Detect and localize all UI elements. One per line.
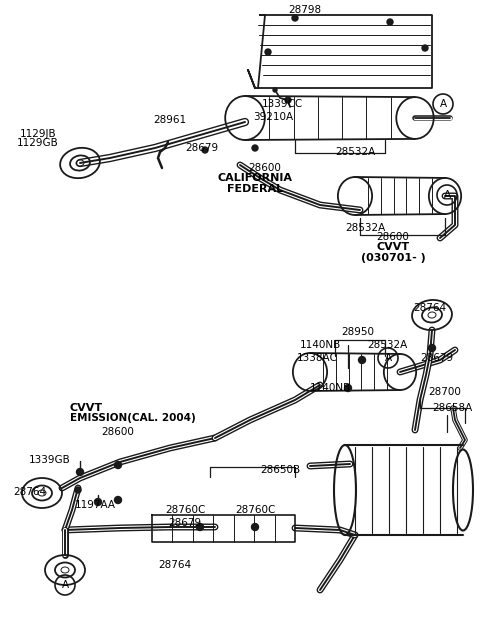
Circle shape	[273, 88, 277, 92]
Polygon shape	[340, 445, 468, 535]
Circle shape	[196, 523, 204, 530]
Text: CVVT: CVVT	[70, 403, 103, 413]
Text: 1129JB: 1129JB	[20, 129, 56, 139]
Text: 28679: 28679	[168, 518, 202, 528]
Text: 28760C: 28760C	[165, 505, 205, 515]
Circle shape	[345, 384, 351, 391]
Text: CALIFORNIA: CALIFORNIA	[217, 173, 292, 183]
Circle shape	[76, 469, 84, 476]
Text: (030701- ): (030701- )	[360, 253, 425, 263]
Text: 39210A: 39210A	[253, 112, 293, 122]
Text: EMISSION(CAL. 2004): EMISSION(CAL. 2004)	[70, 413, 196, 423]
Circle shape	[292, 15, 298, 21]
Circle shape	[387, 19, 393, 25]
Text: 28679: 28679	[185, 143, 218, 153]
Circle shape	[252, 145, 258, 151]
Text: 28532A: 28532A	[345, 223, 385, 233]
Circle shape	[75, 487, 81, 493]
Circle shape	[95, 499, 101, 506]
Circle shape	[202, 147, 208, 153]
Circle shape	[359, 357, 365, 364]
Circle shape	[197, 524, 203, 530]
Text: 28950: 28950	[341, 327, 374, 337]
Circle shape	[265, 49, 271, 55]
Text: 28600: 28600	[249, 163, 281, 173]
Circle shape	[252, 524, 258, 530]
Text: 1129GB: 1129GB	[17, 138, 59, 148]
Circle shape	[115, 496, 121, 503]
Text: A: A	[61, 580, 69, 590]
Text: FEDERAL: FEDERAL	[227, 184, 283, 194]
Text: 28700: 28700	[429, 387, 461, 397]
Circle shape	[429, 345, 435, 352]
Text: 28764: 28764	[13, 487, 47, 497]
Text: A: A	[439, 99, 446, 109]
Text: 28798: 28798	[288, 5, 322, 15]
Text: 1339GB: 1339GB	[29, 455, 71, 465]
Text: CVVT: CVVT	[376, 242, 409, 252]
Text: 1140NB: 1140NB	[310, 383, 350, 393]
Circle shape	[252, 523, 259, 530]
Text: 28679: 28679	[420, 353, 454, 363]
Text: 28600: 28600	[377, 232, 409, 242]
Circle shape	[115, 462, 121, 469]
Text: 28600: 28600	[102, 427, 134, 437]
Text: 28650B: 28650B	[260, 465, 300, 475]
Text: 28532A: 28532A	[335, 147, 375, 157]
Text: A: A	[384, 353, 392, 363]
Polygon shape	[248, 15, 432, 88]
Text: 1140NB: 1140NB	[300, 340, 341, 350]
Text: 1339CC: 1339CC	[262, 99, 303, 109]
Text: 28532A: 28532A	[367, 340, 407, 350]
Text: 28764: 28764	[158, 560, 192, 570]
Text: 28658A: 28658A	[432, 403, 472, 413]
Text: 28961: 28961	[154, 115, 187, 125]
Text: 1197AA: 1197AA	[74, 500, 116, 510]
Text: 28760C: 28760C	[235, 505, 275, 515]
Circle shape	[285, 97, 291, 103]
Text: 1338AC: 1338AC	[297, 353, 337, 363]
Text: A: A	[444, 190, 451, 200]
Text: 28764: 28764	[413, 303, 446, 313]
Circle shape	[422, 45, 428, 51]
